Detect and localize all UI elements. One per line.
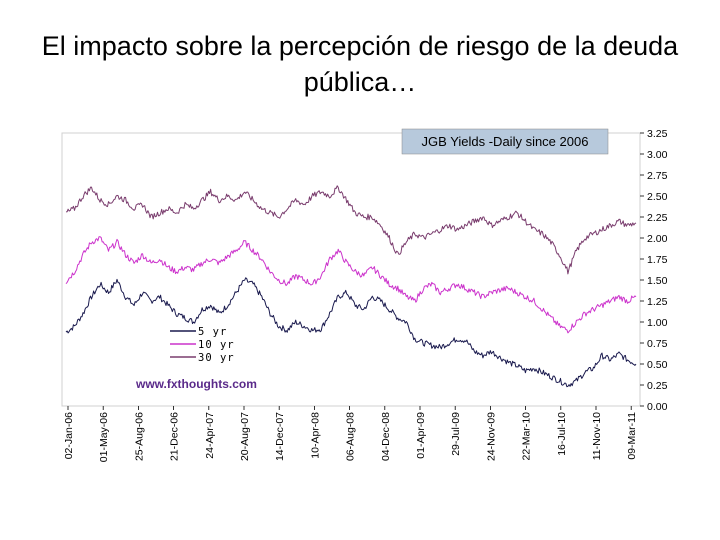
x-tick-label: 21-Dec-06 (169, 412, 181, 461)
chart-title: JGB Yields -Daily since 2006 (422, 134, 589, 149)
x-tick-label: 24-Nov-09 (485, 412, 497, 461)
y-tick-label: 1.25 (647, 296, 668, 308)
legend-label-30yr: 30 yr (198, 352, 235, 364)
series-group (65, 185, 637, 388)
y-tick-label: 0.50 (647, 359, 668, 371)
x-axis: 02-Jan-06 01-May-06 25-Aug-06 21-Dec-06 24-A… (63, 406, 638, 462)
x-tick-label: 16-Jul-10 (556, 412, 568, 456)
x-tick-label: 20-Aug-07 (239, 412, 251, 461)
y-tick-label: 2.75 (647, 170, 668, 182)
x-tick-label: 01-Apr-09 (415, 412, 427, 459)
series-line-yr10 (65, 236, 637, 334)
x-tick-label: 14-Dec-07 (274, 412, 286, 461)
legend-label-10yr: 10 yr (198, 339, 235, 351)
x-tick-label: 10-Apr-08 (309, 412, 321, 459)
series-line-yr30 (65, 185, 637, 275)
x-tick-label: 25-Aug-06 (133, 412, 145, 461)
x-tick-label: 11-Nov-10 (591, 412, 603, 460)
watermark: www.fxthoughts.com (135, 377, 257, 391)
chart-title-box (401, 128, 609, 155)
x-tick-label: 24-Apr-07 (204, 412, 216, 459)
y-tick-label: 2.50 (647, 191, 668, 203)
plot-area (61, 132, 641, 407)
y-tick-label: 1.50 (647, 275, 668, 287)
x-tick-label: 04-Dec-08 (380, 412, 392, 461)
x-tick-label: 09-Mar-11 (626, 412, 638, 460)
x-tick-label: 29-Jul-09 (450, 412, 462, 456)
y-tick-label: 0.00 (647, 401, 668, 413)
y-tick-label: 3.00 (647, 149, 668, 161)
y-tick-label: 3.25 (647, 128, 668, 140)
y-tick-label: 1.75 (647, 254, 668, 266)
y-tick-label: 0.75 (647, 338, 668, 350)
y-tick-label: 0.25 (647, 380, 668, 392)
legend-label-5yr: 5 yr (198, 326, 227, 338)
x-tick-label: 01-May-06 (98, 412, 110, 462)
x-tick-label: 06-Aug-08 (345, 412, 357, 461)
y-tick-label: 2.00 (647, 233, 668, 245)
x-tick-label: 02-Jan-06 (63, 412, 75, 459)
series-line-yr5 (65, 277, 637, 388)
x-tick-label: 22-Mar-10 (521, 412, 533, 461)
y-axis: 3.25 3.00 2.75 2.50 2.25 2.00 1.75 1.50 1.25 1.00… (640, 128, 668, 413)
legend: 5 yr 10 yr 30 yr (170, 326, 235, 364)
y-tick-label: 1.00 (647, 317, 668, 329)
slide-title: El impacto sobre la percepción de riesgo… (41, 31, 679, 97)
y-tick-label: 2.25 (647, 212, 668, 224)
